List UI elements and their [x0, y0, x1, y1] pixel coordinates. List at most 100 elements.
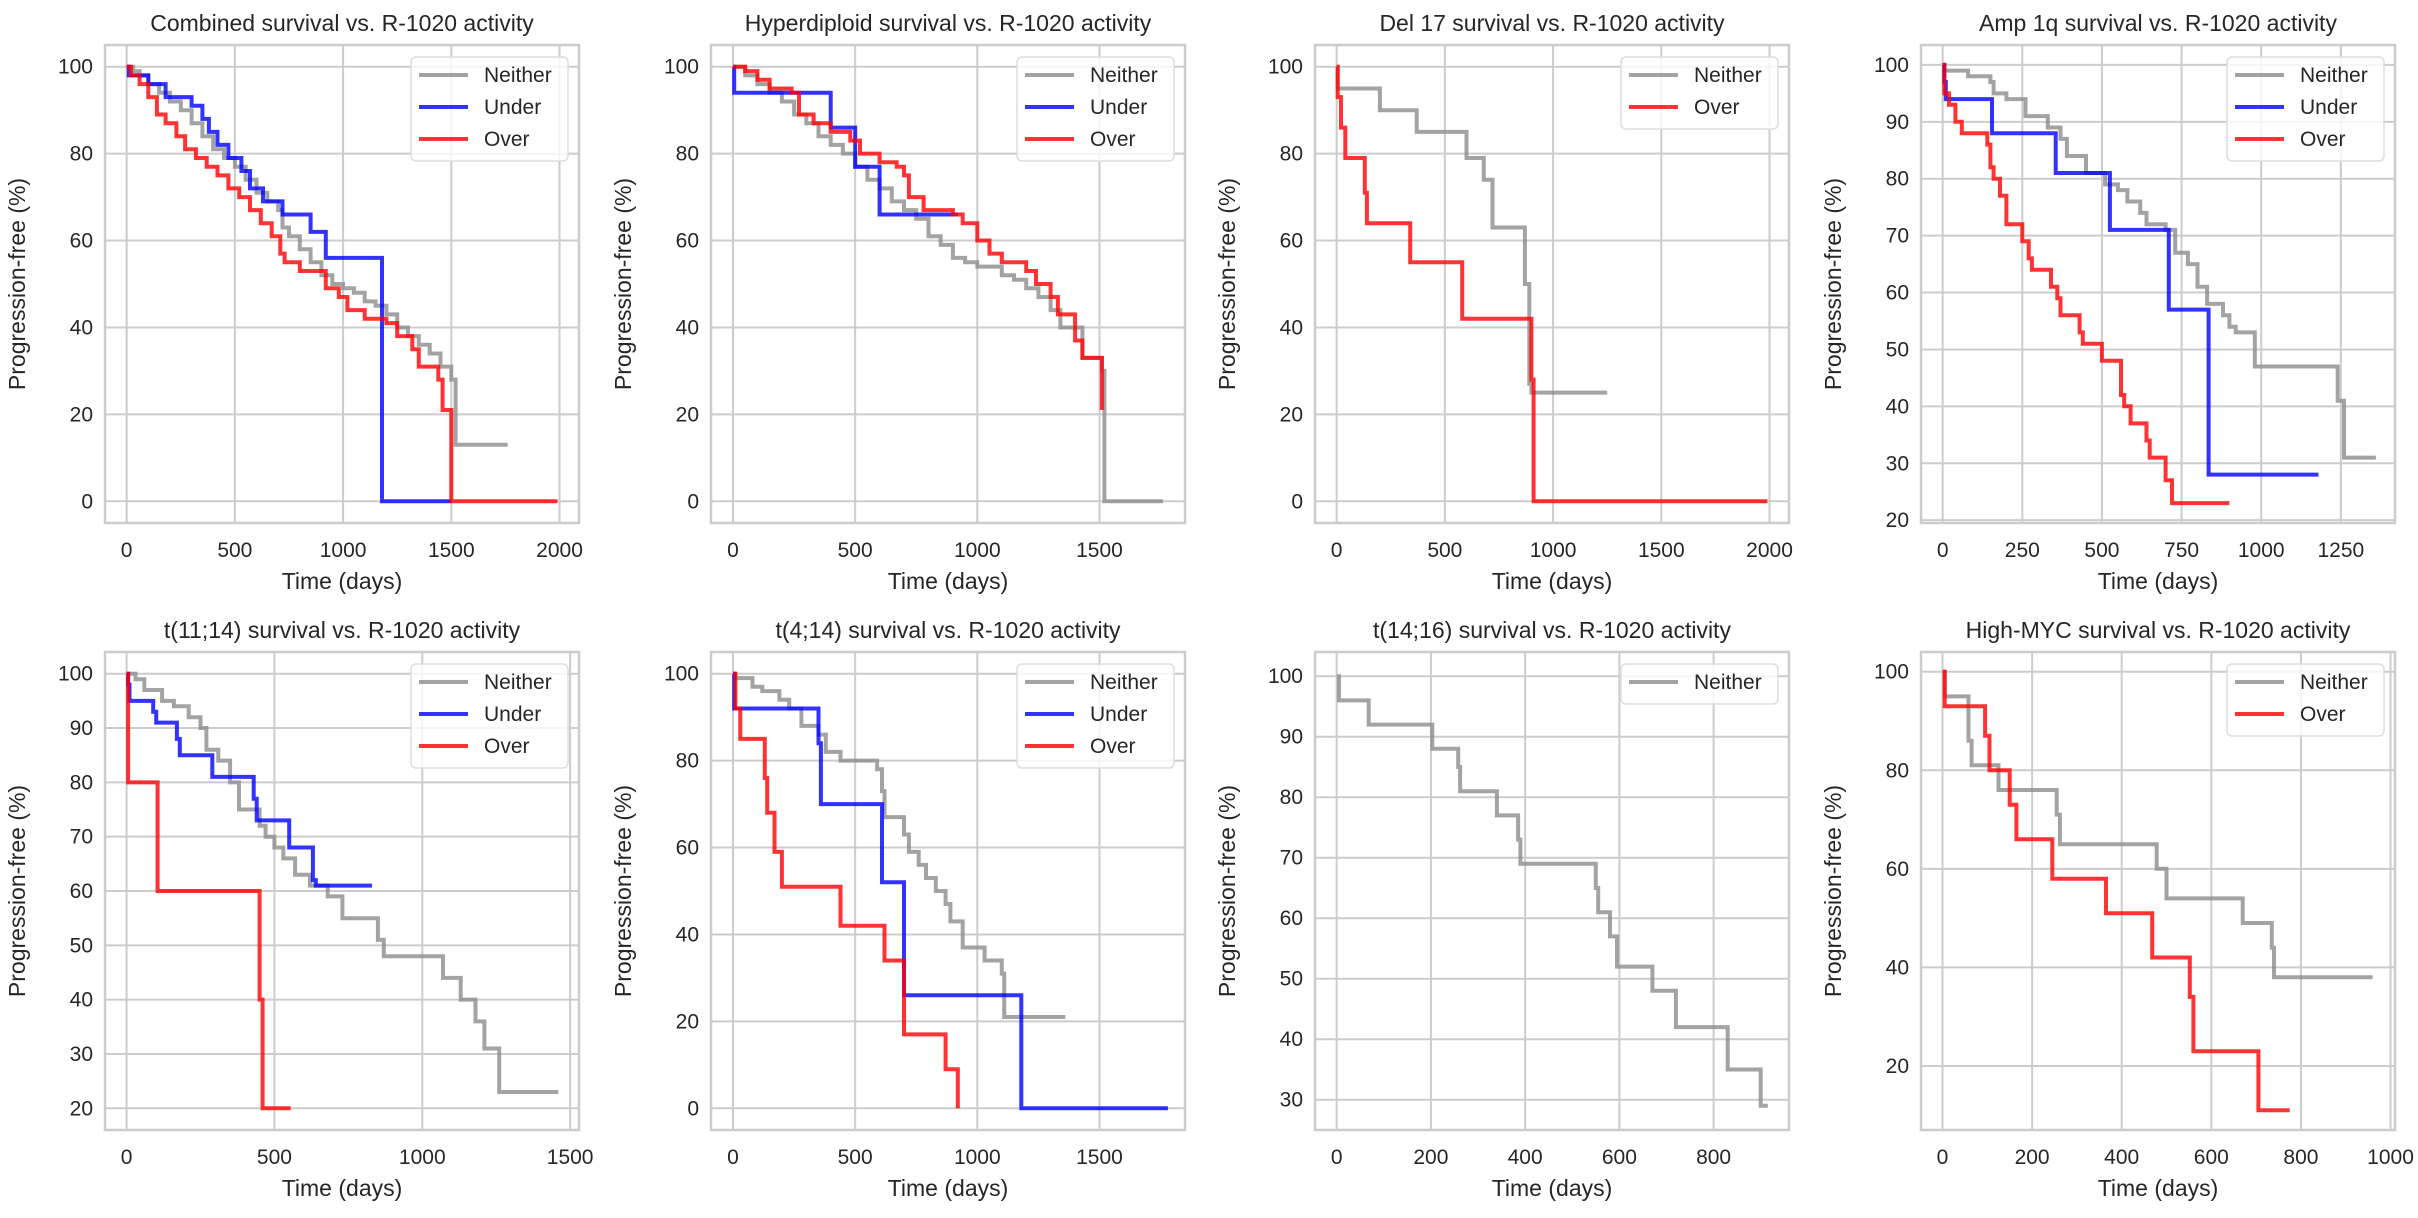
- x-axis-label: Time (days): [282, 1175, 403, 1201]
- y-axis-label: Progression-free (%): [1214, 178, 1240, 390]
- x-tick-label: 400: [2104, 1146, 2139, 1169]
- x-tick-label: 500: [2084, 539, 2119, 562]
- legend: Neither Under Over: [1016, 56, 1175, 162]
- plot-frame: [1313, 650, 1791, 1132]
- y-tick-label: 100: [664, 663, 699, 686]
- plot-frame: [709, 43, 1187, 525]
- x-tick-label: 250: [2005, 539, 2040, 562]
- y-tick-label: 80: [1886, 168, 1909, 191]
- x-tick-label: 0: [1937, 539, 1949, 562]
- subplot-8: 0 200 400 600 800 1000 20 40 60 80 100 High-MYC sur…: [1820, 617, 2414, 1201]
- series-line-over: [126, 671, 291, 1111]
- x-tick-label: 1000: [399, 1146, 446, 1169]
- legend: Neither Under Over: [410, 663, 569, 769]
- x-tick-label: 1500: [428, 539, 475, 562]
- x-tick-label: 600: [1602, 1146, 1637, 1169]
- y-tick-label: 40: [676, 923, 699, 946]
- series-line-neither: [733, 671, 1066, 1019]
- y-tick-label: 20: [676, 1010, 699, 1033]
- x-axis-label: Time (days): [2098, 1175, 2219, 1201]
- x-tick-label: 0: [727, 539, 739, 562]
- x-tick-label: 200: [1413, 1146, 1448, 1169]
- x-tick-label: 500: [838, 539, 873, 562]
- y-tick-label: 80: [1280, 786, 1303, 809]
- y-tick-label: 50: [1886, 338, 1909, 361]
- legend-box: [410, 663, 569, 769]
- x-tick-label: 500: [838, 1146, 873, 1169]
- x-tick-label: 1000: [954, 539, 1001, 562]
- y-tick-label: 90: [1886, 111, 1909, 134]
- y-tick-label: 20: [1886, 1055, 1909, 1078]
- x-tick-label: 500: [1427, 539, 1462, 562]
- y-tick-label: 20: [70, 1097, 93, 1120]
- x-tick-label: 1000: [1530, 539, 1577, 562]
- legend-label: Neither: [484, 671, 552, 694]
- legend-box: [1016, 56, 1175, 162]
- legend: Neither Over: [2226, 663, 2385, 737]
- x-tick-label: 500: [217, 539, 252, 562]
- y-tick-label: 60: [70, 880, 93, 903]
- legend-label: Neither: [2300, 64, 2368, 87]
- y-axis-label: Progression-free (%): [4, 785, 30, 997]
- y-tick-label: 20: [1886, 509, 1909, 532]
- x-tick-label: 2000: [536, 539, 583, 562]
- x-tick-label: 1500: [1638, 539, 1685, 562]
- legend-label: Over: [1694, 96, 1740, 119]
- series-line-under: [126, 671, 372, 888]
- x-tick-label: 1500: [1076, 539, 1123, 562]
- series-line-over: [126, 64, 558, 504]
- legend-label: Neither: [1090, 671, 1158, 694]
- subplot-2: 0 500 1000 1500 0 20 40 60 80 100 Hyperdiploid sur…: [610, 10, 1187, 594]
- legend-box: [410, 56, 569, 162]
- y-tick-label: 80: [1280, 143, 1303, 166]
- chart-title: t(4;14) survival vs. R-1020 activity: [775, 617, 1121, 643]
- x-tick-label: 2000: [1746, 539, 1793, 562]
- y-tick-label: 90: [1280, 726, 1303, 749]
- y-tick-label: 20: [70, 403, 93, 426]
- series-line-neither: [1336, 674, 1768, 1108]
- series-line-neither: [126, 671, 559, 1094]
- x-tick-label: 1000: [320, 539, 367, 562]
- plot-frame: [103, 43, 581, 525]
- y-tick-label: 80: [70, 771, 93, 794]
- y-tick-label: 40: [1280, 1028, 1303, 1051]
- y-tick-label: 40: [70, 316, 93, 339]
- legend: Neither Over: [1620, 56, 1779, 130]
- y-axis-label: Progression-free (%): [1820, 785, 1846, 997]
- plot-frame: [1313, 43, 1791, 525]
- legend-label: Neither: [1090, 64, 1158, 87]
- plot-frame: [1919, 43, 2397, 525]
- series-line-over: [1942, 62, 2230, 506]
- y-axis-label: Progression-free (%): [4, 178, 30, 390]
- y-tick-label: 100: [1268, 56, 1303, 79]
- y-tick-label: 40: [1886, 956, 1909, 979]
- y-tick-label: 20: [676, 403, 699, 426]
- x-tick-label: 1000: [2367, 1146, 2414, 1169]
- x-axis-label: Time (days): [2098, 568, 2219, 594]
- y-tick-label: 60: [1280, 907, 1303, 930]
- subplot-6: 0 500 1000 1500 0 20 40 60 80 100 t(4;14) survival…: [610, 617, 1187, 1201]
- y-axis-label: Progression-free (%): [1214, 785, 1240, 997]
- series-line-under: [126, 64, 452, 504]
- x-tick-label: 1000: [954, 1146, 1001, 1169]
- subplot-4: 0 250 500 750 1000 1250 20 30 40 50 60 70 80 90 100 Amp…: [1820, 10, 2397, 594]
- legend: Neither: [1620, 663, 1779, 705]
- chart-title: Combined survival vs. R-1020 activity: [150, 10, 534, 36]
- y-tick-label: 0: [81, 490, 93, 513]
- x-tick-label: 1000: [2238, 539, 2285, 562]
- y-tick-label: 100: [1874, 661, 1909, 684]
- y-tick-label: 0: [687, 1097, 699, 1120]
- y-tick-label: 50: [1280, 968, 1303, 991]
- x-tick-label: 0: [727, 1146, 739, 1169]
- x-axis-label: Time (days): [282, 568, 403, 594]
- x-tick-label: 0: [1331, 1146, 1343, 1169]
- legend-label: Neither: [1694, 671, 1762, 694]
- legend: Neither Under Over: [410, 56, 569, 162]
- y-tick-label: 0: [687, 490, 699, 513]
- y-tick-label: 70: [1886, 225, 1909, 248]
- y-tick-label: 40: [1280, 316, 1303, 339]
- series-line-over: [733, 671, 960, 1109]
- chart-title: Amp 1q survival vs. R-1020 activity: [1979, 10, 2337, 36]
- y-tick-label: 60: [676, 837, 699, 860]
